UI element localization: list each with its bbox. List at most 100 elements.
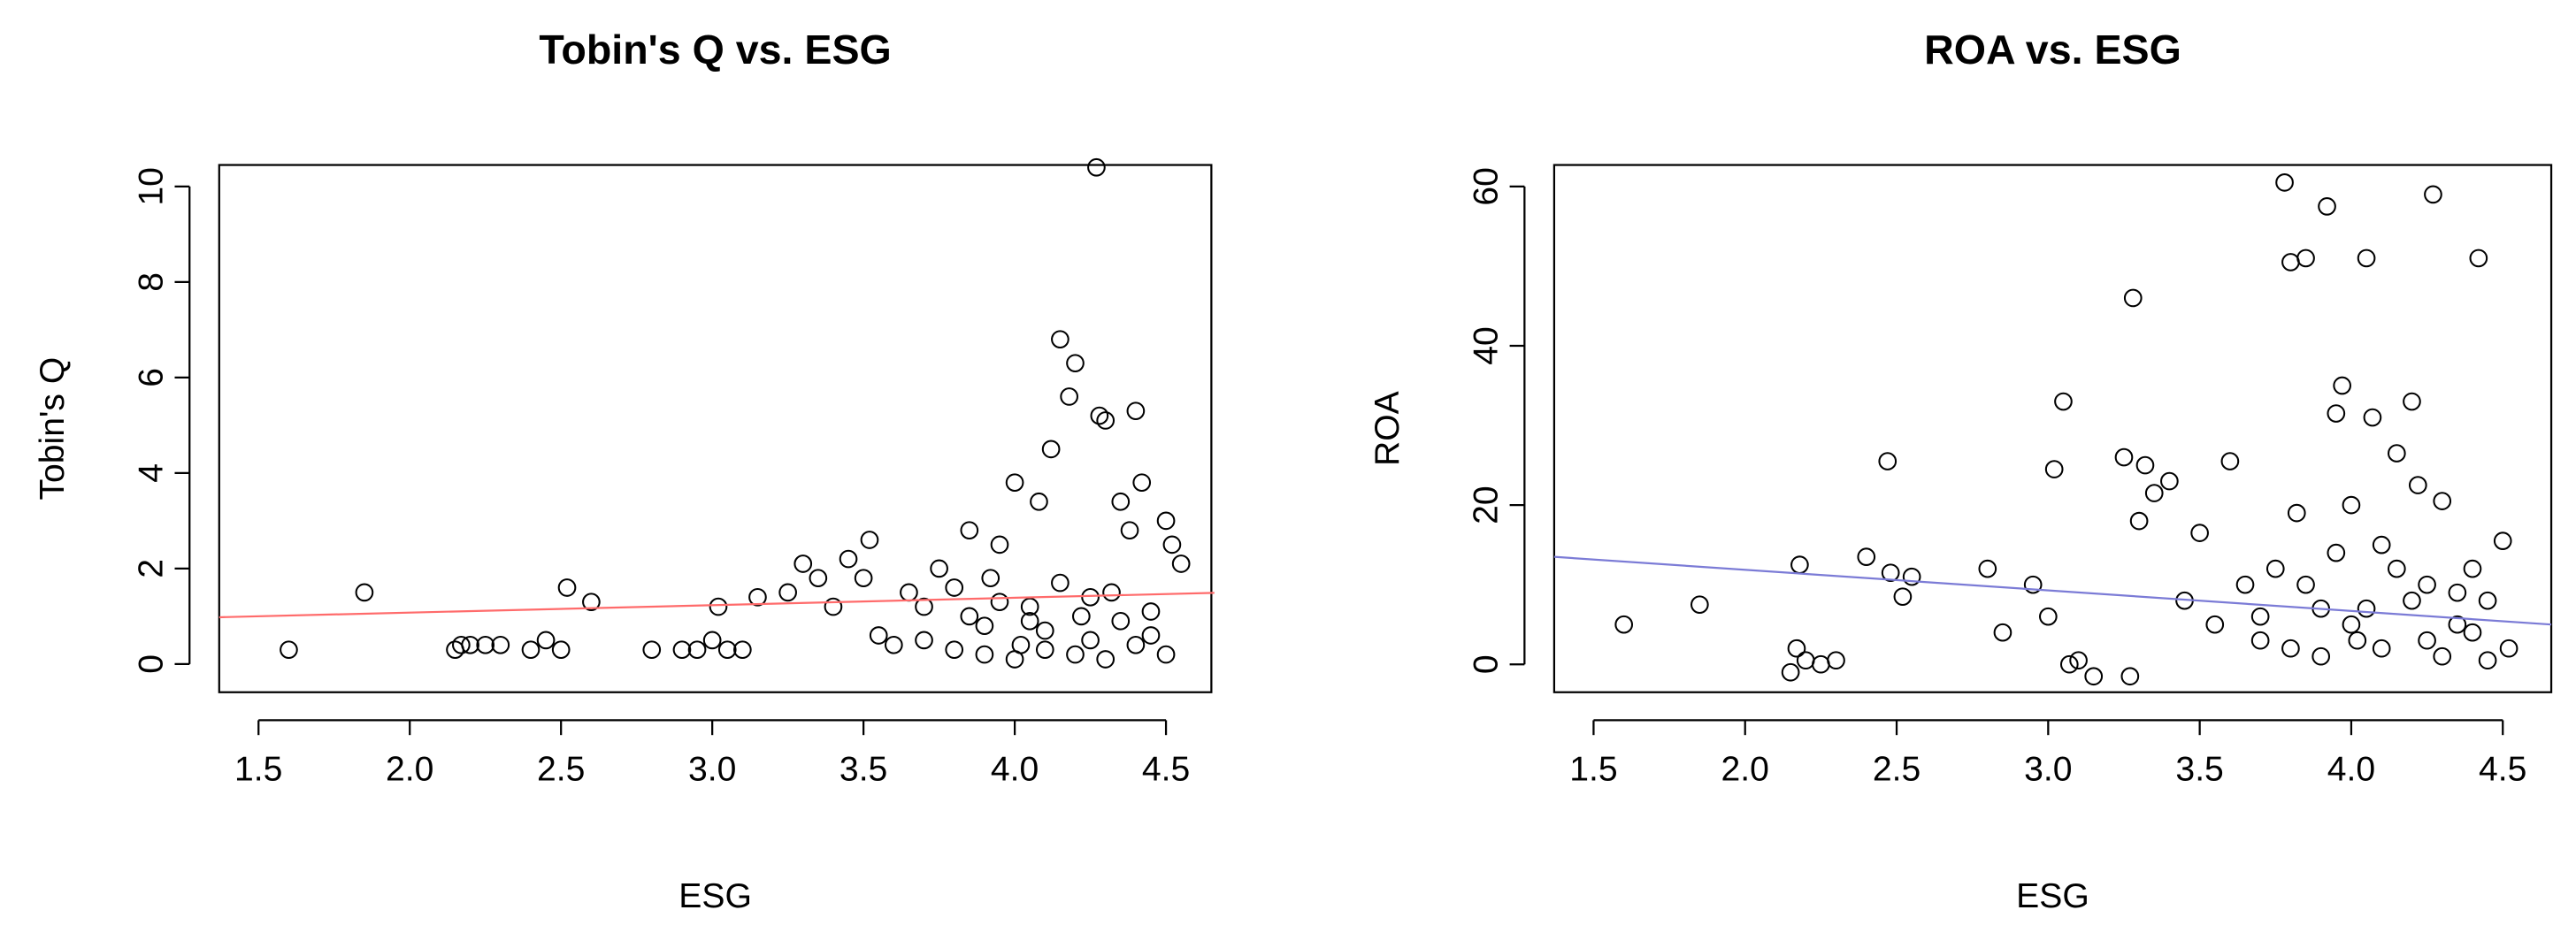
point	[2333, 376, 2351, 395]
x-tick-label: 3.5	[840, 750, 887, 788]
point	[1051, 330, 1070, 349]
x-axis-label: ESG	[2016, 877, 2089, 915]
point	[1035, 640, 1054, 660]
point	[1066, 354, 1085, 373]
point	[915, 597, 933, 616]
point	[2266, 559, 2285, 578]
point	[2114, 447, 2134, 467]
point	[1096, 411, 1116, 430]
point	[1902, 567, 1921, 586]
point	[854, 569, 873, 588]
x-tick-label: 4.5	[2479, 750, 2526, 788]
y-tick-label: 4	[133, 463, 171, 483]
chart-title: ROA vs. ESG	[1924, 27, 2181, 73]
y-tick-label: 10	[133, 167, 171, 206]
x-tick-label: 4.0	[991, 750, 1039, 788]
point	[2342, 615, 2361, 634]
point	[2387, 559, 2406, 578]
point	[1796, 651, 1815, 670]
point	[1141, 602, 1161, 621]
point	[1614, 615, 1634, 634]
point	[1787, 639, 1806, 658]
point	[869, 626, 888, 645]
point	[1126, 401, 1146, 421]
point	[2357, 599, 2376, 618]
y-tick-label: 0	[133, 654, 171, 674]
point	[1102, 583, 1121, 602]
point	[2448, 615, 2467, 634]
point	[2296, 575, 2315, 594]
point	[900, 583, 918, 602]
point	[491, 635, 510, 654]
point	[2363, 408, 2382, 427]
point	[1162, 535, 1182, 554]
point	[2123, 288, 2143, 308]
point	[1020, 597, 1039, 616]
point	[2469, 249, 2488, 268]
y-axis-label: Tobin's Q	[34, 357, 72, 501]
point	[2448, 583, 2467, 602]
point	[2296, 249, 2315, 268]
point	[2069, 651, 2088, 670]
point	[1790, 555, 1809, 574]
point	[1126, 635, 1146, 654]
point	[2478, 651, 2497, 670]
point	[2205, 615, 2225, 634]
point	[2038, 607, 2058, 626]
point	[2499, 639, 2518, 658]
point	[975, 616, 994, 636]
point	[1005, 650, 1024, 669]
point	[2327, 404, 2346, 423]
x-axis-label: ESG	[678, 877, 752, 915]
point	[717, 640, 737, 660]
point	[1156, 511, 1176, 531]
plot-box	[1552, 164, 2553, 693]
point	[452, 635, 471, 654]
point	[2342, 495, 2361, 515]
point	[2433, 492, 2452, 510]
point	[2287, 503, 2306, 523]
point	[794, 554, 813, 573]
point	[2250, 607, 2270, 626]
point	[778, 583, 797, 602]
trend-line	[1553, 555, 2552, 626]
point	[2220, 452, 2240, 470]
point	[2144, 484, 2164, 502]
plot-box	[218, 164, 1213, 693]
point	[1171, 554, 1191, 573]
point	[748, 587, 767, 607]
point	[2135, 455, 2155, 475]
point	[2059, 654, 2079, 674]
point	[1041, 440, 1061, 459]
point	[461, 635, 479, 654]
x-tick-label: 4.5	[1142, 750, 1190, 788]
chart-title: Tobin's Q vs. ESG	[539, 27, 891, 73]
x-tick-label: 3.0	[2024, 750, 2072, 788]
point	[1087, 157, 1106, 177]
point	[960, 521, 979, 540]
point	[687, 640, 707, 660]
point	[1156, 645, 1176, 664]
point	[1111, 492, 1131, 511]
point	[1878, 452, 1898, 470]
point	[2408, 476, 2427, 494]
point	[2312, 646, 2331, 666]
point	[476, 635, 495, 654]
y-tick-label: 6	[133, 368, 171, 387]
point	[2275, 173, 2294, 192]
point	[930, 559, 948, 578]
point	[702, 631, 722, 650]
point	[1781, 662, 1800, 682]
x-tick-label: 4.0	[2327, 750, 2375, 788]
x-tick-label: 1.5	[1569, 750, 1617, 788]
point	[551, 640, 571, 660]
y-tick-label: 20	[1468, 486, 1506, 524]
point	[824, 597, 843, 616]
point	[1690, 595, 1709, 615]
point	[709, 597, 728, 616]
point	[2281, 253, 2300, 271]
point	[1893, 587, 1913, 607]
point	[981, 569, 1000, 588]
point	[2084, 667, 2104, 686]
